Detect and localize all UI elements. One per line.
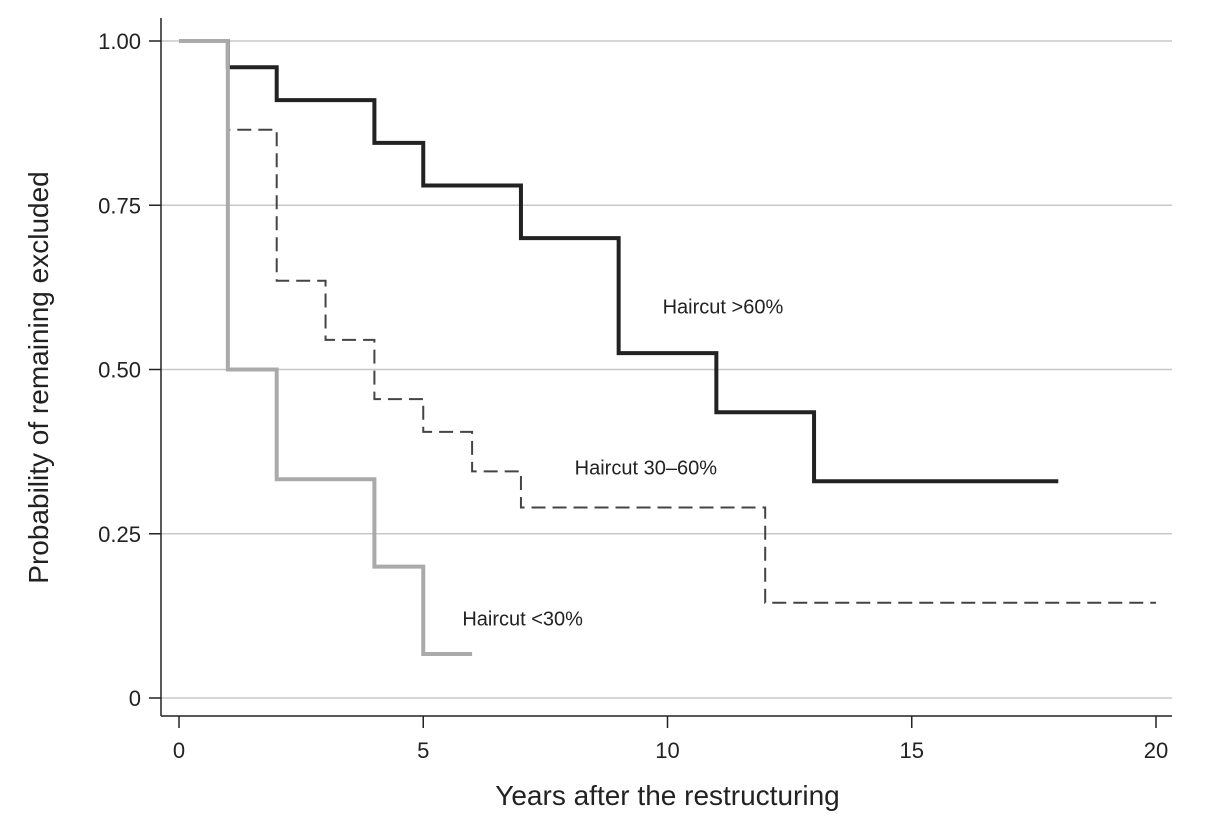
x-tick-label: 0 (173, 738, 185, 763)
x-tick-label: 10 (655, 738, 679, 763)
y-tick-label: 0 (129, 686, 141, 711)
series-line-1 (179, 40, 1156, 604)
x-tick-label: 5 (417, 738, 429, 763)
series-label-1: Haircut 30–60% (575, 458, 718, 480)
y-tick-label: 1.00 (98, 29, 141, 54)
series-line-0 (179, 39, 1059, 484)
series-lines (179, 39, 1156, 656)
x-tick-label: 20 (1144, 738, 1168, 763)
x-tick-label: 15 (900, 738, 924, 763)
series-label-2: Haircut <30% (462, 609, 583, 631)
y-tick-label: 0.75 (98, 193, 141, 218)
series-line-2 (179, 39, 473, 656)
y-axis-title: Probability of remaining excluded (23, 171, 54, 583)
series-label-0: Haircut >60% (663, 297, 784, 319)
axes: 0 0.25 0.50 0.75 1.00 0 5 10 15 20 (98, 18, 1172, 763)
y-tick-label: 0.50 (98, 358, 141, 383)
grid-lines (161, 40, 1172, 699)
x-axis-title: Years after the restructuring (495, 780, 839, 811)
series-annotations: Haircut >60% Haircut 30–60% Haircut <30% (462, 297, 783, 631)
y-tick-label: 0.25 (98, 522, 141, 547)
